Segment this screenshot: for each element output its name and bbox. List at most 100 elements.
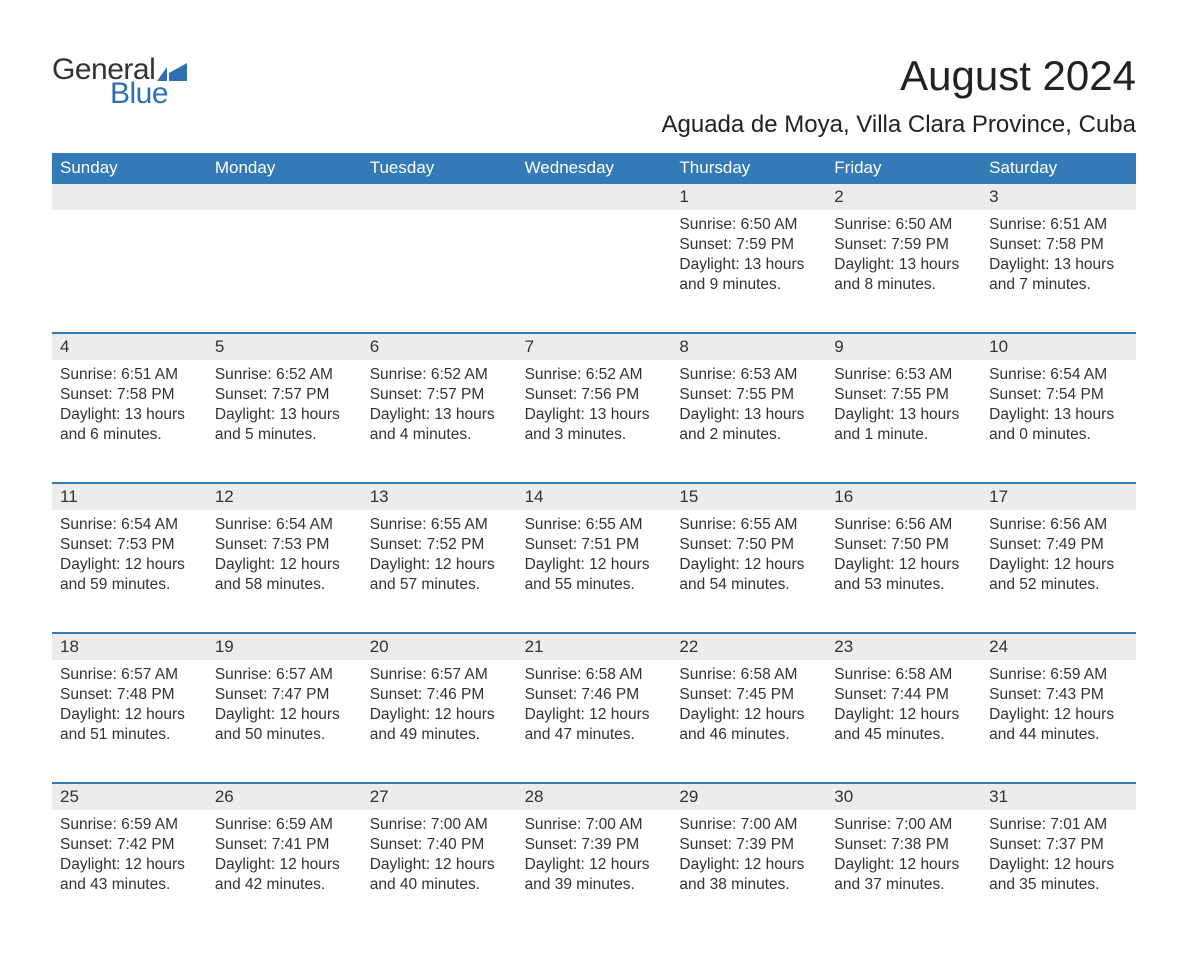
daylight-text: Daylight: 12 hours and 51 minutes.	[60, 705, 199, 745]
sunrise-text: Sunrise: 7:00 AM	[370, 815, 509, 835]
sunrise-text: Sunrise: 7:00 AM	[679, 815, 818, 835]
daylight-text: Daylight: 13 hours and 8 minutes.	[834, 255, 973, 295]
calendar-week: 18Sunrise: 6:57 AMSunset: 7:48 PMDayligh…	[52, 632, 1136, 782]
day-number: 17	[981, 484, 1136, 510]
day-number: 22	[671, 634, 826, 660]
day-details: Sunrise: 6:53 AMSunset: 7:55 PMDaylight:…	[826, 360, 981, 452]
sunrise-text: Sunrise: 6:56 AM	[989, 515, 1128, 535]
daylight-text: Daylight: 12 hours and 54 minutes.	[679, 555, 818, 595]
daylight-text: Daylight: 12 hours and 39 minutes.	[525, 855, 664, 895]
sunset-text: Sunset: 7:57 PM	[370, 385, 509, 405]
daylight-text: Daylight: 13 hours and 2 minutes.	[679, 405, 818, 445]
calendar-cell	[517, 184, 672, 332]
sunset-text: Sunset: 7:49 PM	[989, 535, 1128, 555]
sunset-text: Sunset: 7:59 PM	[834, 235, 973, 255]
daylight-text: Daylight: 12 hours and 44 minutes.	[989, 705, 1128, 745]
location-subtitle: Aguada de Moya, Villa Clara Province, Cu…	[662, 111, 1137, 139]
sunset-text: Sunset: 7:45 PM	[679, 685, 818, 705]
day-number-empty	[207, 184, 362, 210]
calendar-cell: 16Sunrise: 6:56 AMSunset: 7:50 PMDayligh…	[826, 484, 981, 632]
sunrise-text: Sunrise: 6:59 AM	[60, 815, 199, 835]
sunrise-text: Sunrise: 6:59 AM	[215, 815, 354, 835]
sunrise-text: Sunrise: 6:51 AM	[60, 365, 199, 385]
day-number: 28	[517, 784, 672, 810]
day-number: 6	[362, 334, 517, 360]
calendar-cell: 4Sunrise: 6:51 AMSunset: 7:58 PMDaylight…	[52, 334, 207, 482]
calendar-cell: 21Sunrise: 6:58 AMSunset: 7:46 PMDayligh…	[517, 634, 672, 782]
calendar-cell: 22Sunrise: 6:58 AMSunset: 7:45 PMDayligh…	[671, 634, 826, 782]
day-details: Sunrise: 6:56 AMSunset: 7:50 PMDaylight:…	[826, 510, 981, 602]
sunset-text: Sunset: 7:42 PM	[60, 835, 199, 855]
sunset-text: Sunset: 7:57 PM	[215, 385, 354, 405]
daylight-text: Daylight: 12 hours and 35 minutes.	[989, 855, 1128, 895]
day-number: 8	[671, 334, 826, 360]
sunset-text: Sunset: 7:55 PM	[834, 385, 973, 405]
sunset-text: Sunset: 7:53 PM	[60, 535, 199, 555]
calendar-cell: 10Sunrise: 6:54 AMSunset: 7:54 PMDayligh…	[981, 334, 1136, 482]
day-details: Sunrise: 6:59 AMSunset: 7:41 PMDaylight:…	[207, 810, 362, 902]
sunset-text: Sunset: 7:50 PM	[834, 535, 973, 555]
daylight-text: Daylight: 12 hours and 59 minutes.	[60, 555, 199, 595]
weekday-header: Monday	[207, 153, 362, 184]
day-details: Sunrise: 6:55 AMSunset: 7:51 PMDaylight:…	[517, 510, 672, 602]
day-details: Sunrise: 7:00 AMSunset: 7:40 PMDaylight:…	[362, 810, 517, 902]
calendar-cell: 24Sunrise: 6:59 AMSunset: 7:43 PMDayligh…	[981, 634, 1136, 782]
sunset-text: Sunset: 7:39 PM	[525, 835, 664, 855]
page-header: General Blue August 2024 Aguada de Moya,…	[52, 55, 1136, 139]
sunset-text: Sunset: 7:47 PM	[215, 685, 354, 705]
sunset-text: Sunset: 7:40 PM	[370, 835, 509, 855]
weekday-header: Tuesday	[362, 153, 517, 184]
sunrise-text: Sunrise: 6:50 AM	[834, 215, 973, 235]
calendar-cell: 15Sunrise: 6:55 AMSunset: 7:50 PMDayligh…	[671, 484, 826, 632]
day-number: 16	[826, 484, 981, 510]
sunset-text: Sunset: 7:39 PM	[679, 835, 818, 855]
sunrise-text: Sunrise: 6:50 AM	[679, 215, 818, 235]
day-details: Sunrise: 7:00 AMSunset: 7:38 PMDaylight:…	[826, 810, 981, 902]
day-number: 15	[671, 484, 826, 510]
day-details: Sunrise: 6:57 AMSunset: 7:46 PMDaylight:…	[362, 660, 517, 752]
calendar-cell: 12Sunrise: 6:54 AMSunset: 7:53 PMDayligh…	[207, 484, 362, 632]
day-number: 12	[207, 484, 362, 510]
daylight-text: Daylight: 12 hours and 42 minutes.	[215, 855, 354, 895]
day-details: Sunrise: 6:52 AMSunset: 7:56 PMDaylight:…	[517, 360, 672, 452]
day-details: Sunrise: 6:59 AMSunset: 7:42 PMDaylight:…	[52, 810, 207, 902]
calendar-cell: 11Sunrise: 6:54 AMSunset: 7:53 PMDayligh…	[52, 484, 207, 632]
month-title: August 2024	[662, 55, 1137, 97]
sunrise-text: Sunrise: 6:58 AM	[525, 665, 664, 685]
day-number-empty	[362, 184, 517, 210]
day-details: Sunrise: 6:58 AMSunset: 7:44 PMDaylight:…	[826, 660, 981, 752]
sunset-text: Sunset: 7:50 PM	[679, 535, 818, 555]
sunrise-text: Sunrise: 6:55 AM	[525, 515, 664, 535]
calendar-cell: 2Sunrise: 6:50 AMSunset: 7:59 PMDaylight…	[826, 184, 981, 332]
sunset-text: Sunset: 7:46 PM	[370, 685, 509, 705]
sunset-text: Sunset: 7:53 PM	[215, 535, 354, 555]
day-number: 25	[52, 784, 207, 810]
calendar-cell: 6Sunrise: 6:52 AMSunset: 7:57 PMDaylight…	[362, 334, 517, 482]
sunrise-text: Sunrise: 6:54 AM	[215, 515, 354, 535]
day-number: 31	[981, 784, 1136, 810]
day-number: 26	[207, 784, 362, 810]
calendar-cell: 18Sunrise: 6:57 AMSunset: 7:48 PMDayligh…	[52, 634, 207, 782]
calendar-week: 1Sunrise: 6:50 AMSunset: 7:59 PMDaylight…	[52, 184, 1136, 332]
calendar-cell	[207, 184, 362, 332]
calendar-cell	[362, 184, 517, 332]
day-details: Sunrise: 7:00 AMSunset: 7:39 PMDaylight:…	[671, 810, 826, 902]
daylight-text: Daylight: 13 hours and 5 minutes.	[215, 405, 354, 445]
sunset-text: Sunset: 7:56 PM	[525, 385, 664, 405]
day-number-empty	[517, 184, 672, 210]
calendar-cell: 3Sunrise: 6:51 AMSunset: 7:58 PMDaylight…	[981, 184, 1136, 332]
title-block: August 2024 Aguada de Moya, Villa Clara …	[662, 55, 1137, 139]
day-details: Sunrise: 6:57 AMSunset: 7:48 PMDaylight:…	[52, 660, 207, 752]
day-number: 3	[981, 184, 1136, 210]
calendar-grid: SundayMondayTuesdayWednesdayThursdayFrid…	[52, 153, 1136, 932]
day-number: 23	[826, 634, 981, 660]
day-details: Sunrise: 6:50 AMSunset: 7:59 PMDaylight:…	[826, 210, 981, 302]
sunset-text: Sunset: 7:44 PM	[834, 685, 973, 705]
day-details: Sunrise: 6:55 AMSunset: 7:52 PMDaylight:…	[362, 510, 517, 602]
day-number: 4	[52, 334, 207, 360]
daylight-text: Daylight: 13 hours and 0 minutes.	[989, 405, 1128, 445]
day-number: 30	[826, 784, 981, 810]
weekday-header: Saturday	[981, 153, 1136, 184]
day-number: 24	[981, 634, 1136, 660]
sunrise-text: Sunrise: 7:01 AM	[989, 815, 1128, 835]
